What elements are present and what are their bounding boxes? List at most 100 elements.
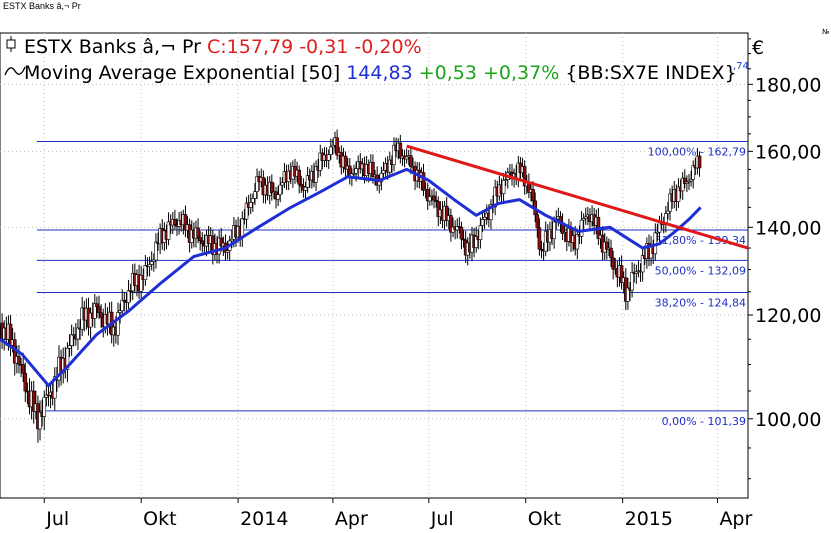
price-candle-body [166, 221, 171, 240]
price-candle-body [535, 214, 540, 229]
y-tick-label: 180,00 [755, 74, 821, 96]
price-candle-body [152, 259, 156, 262]
price-candle-body [76, 327, 80, 340]
price-candle-body [434, 199, 438, 202]
price-candle-body [139, 275, 143, 292]
price-candle-body [147, 264, 152, 267]
price-candle-body [630, 271, 634, 291]
price-legend: ESTX Banks â,¬ Pr C:157,79 -0,31 -0,20% [4, 35, 422, 58]
price-candle-body [428, 196, 432, 202]
price-candle-body [240, 218, 245, 238]
ema-legend-ticker: {BB:SX7E INDEX} [565, 62, 737, 84]
y-tick-label: 120,00 [755, 305, 821, 327]
price-candle-body [634, 271, 639, 274]
fibonacci-label: 50,00% - 132,09 [655, 264, 746, 277]
price-legend-name: ESTX Banks â,¬ Pr [24, 36, 201, 58]
price-candle-body [655, 231, 660, 234]
price-candle-body [31, 390, 36, 412]
price-candle-body [248, 202, 253, 208]
price-candle-body [251, 198, 255, 203]
price-candle-body [501, 180, 506, 195]
price-candle-body [691, 165, 696, 180]
price-candle-body [270, 181, 274, 194]
price-candle-body [326, 154, 331, 161]
price-candle-body [120, 299, 125, 312]
price-candle-body [478, 225, 483, 241]
price-candle-body [398, 142, 403, 159]
price-candle-body [280, 182, 285, 186]
price-candle-body [225, 250, 230, 253]
price-candle-body [67, 345, 72, 349]
x-tick-label: 2015 [625, 508, 673, 529]
price-candle-body [552, 221, 556, 239]
fibonacci-label: 61,80% - 139,34 [655, 234, 746, 247]
x-tick-label: Apr [719, 508, 752, 529]
price-candle-body [640, 255, 645, 273]
price-candle-body [52, 376, 57, 399]
price-candle-body [605, 241, 609, 250]
price-candle-body [314, 166, 318, 183]
price-candle-body [318, 152, 323, 171]
plot-frame [0, 32, 749, 499]
ema-legend-change: +0,53 +0,37% [418, 62, 560, 84]
price-candle-body [305, 175, 310, 188]
price-candle-body [575, 234, 580, 250]
price-candle-body [493, 186, 497, 208]
price-candle-body [697, 155, 702, 169]
price-candle-body [680, 177, 685, 192]
price-candle-body [449, 215, 453, 233]
price-candle-body [455, 226, 460, 231]
price-candle-body [354, 168, 358, 174]
price-candle-body [503, 179, 508, 181]
price-candle-body [126, 290, 131, 303]
price-candle-body [219, 237, 224, 247]
price-candle-body [299, 183, 304, 187]
price-candle-body [65, 348, 70, 370]
price-candle-body [619, 265, 624, 284]
ema-legend-name: Moving Average Exponential [50] [24, 62, 341, 84]
price-candle-body [404, 156, 409, 160]
x-tick-label: Jul [45, 508, 69, 529]
clipped-value-label: ,74 [733, 61, 749, 72]
x-tick-label: Okt [143, 508, 176, 529]
price-candle-body [666, 210, 670, 214]
corner-mark: № [822, 28, 830, 36]
price-candle-body [143, 265, 148, 280]
price-candle-body [685, 181, 689, 184]
x-tick-label: 2014 [240, 508, 288, 529]
price-candle-body [200, 240, 205, 245]
price-candle-body [371, 162, 375, 177]
price-candle-body [583, 216, 588, 219]
price-candle-body [255, 176, 259, 192]
price-candle-body [409, 155, 413, 167]
price-candle-body [352, 173, 356, 175]
price-candle-body [97, 306, 101, 314]
price-candle-body [198, 237, 202, 242]
ema-legend: Moving Average Exponential [50] 144,83 +… [4, 62, 737, 84]
price-candle-body [480, 219, 485, 226]
price-candle-body [461, 238, 466, 241]
price-candle-body [149, 261, 154, 265]
candlestick-icon [4, 35, 24, 58]
chart-window-title: ESTX Banks â,¬ Pr [3, 1, 81, 11]
fibonacci-label: 0,00% - 101,39 [662, 415, 746, 428]
price-candle-body [118, 310, 122, 313]
price-candle-body [531, 189, 535, 202]
price-candle-body [381, 170, 386, 174]
price-candle-body [377, 181, 382, 186]
price-candle-body [425, 189, 430, 202]
price-candle-body [489, 204, 493, 220]
price-candle-body [537, 227, 542, 250]
price-candle-body [392, 144, 396, 165]
price-candle-body [244, 202, 249, 220]
price-candle-body [173, 218, 177, 225]
price-candle-body [388, 159, 392, 173]
price-candle-body [42, 396, 47, 417]
price-legend-value: C:157,79 -0,31 -0,20% [207, 36, 422, 58]
x-tick-label: Jul [430, 508, 454, 529]
y-tick-label: 160,00 [755, 141, 821, 163]
price-candle-body [626, 287, 630, 302]
price-candle-body [682, 177, 687, 184]
